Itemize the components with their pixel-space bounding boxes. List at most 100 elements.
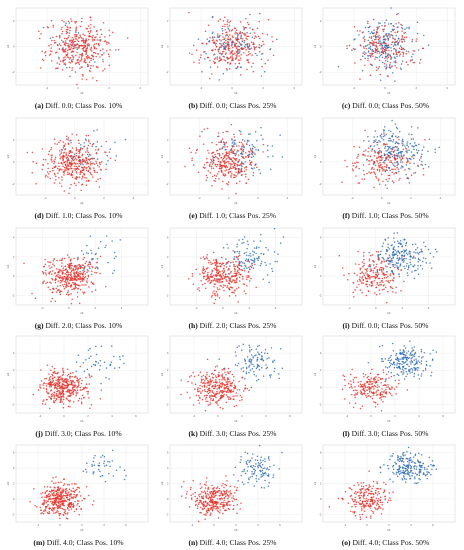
negative-class-point [71,384,74,386]
positive-class-point [388,32,390,35]
negative-class-point [385,280,387,282]
x-tick-label: 4 [418,414,420,418]
negative-class-point [375,177,378,179]
negative-class-point [226,382,228,384]
positive-class-point [85,252,88,254]
negative-class-point [235,167,238,170]
negative-class-point [62,163,64,165]
negative-class-point [219,406,221,409]
y-tick-label: 2 [320,255,322,259]
positive-class-point [372,50,375,53]
negative-class-point [224,53,227,55]
negative-class-point [69,57,72,59]
negative-class-point [244,175,247,178]
positive-class-point [374,38,376,41]
negative-class-point [76,392,79,394]
negative-class-point [237,40,239,43]
negative-class-point [388,49,390,52]
negative-class-point [67,36,70,39]
positive-class-point [248,344,250,347]
negative-class-point [221,389,224,392]
negative-class-point [71,281,74,284]
negative-class-point [50,385,52,388]
negative-class-point [226,385,228,388]
negative-class-point [83,276,86,279]
negative-class-point [62,269,64,272]
negative-class-point [59,386,62,389]
negative-class-point [371,50,373,52]
positive-class-point [253,251,255,253]
negative-class-point [58,48,61,50]
positive-class-point [222,72,225,75]
negative-class-point [90,35,92,38]
negative-class-point [74,157,77,159]
negative-class-point [373,280,375,282]
negative-class-point [220,275,222,277]
negative-class-point [199,56,202,59]
negative-class-point [391,279,394,281]
positive-class-point [248,133,250,135]
positive-class-point [229,265,231,267]
negative-class-point [89,70,91,73]
negative-class-point [37,389,40,391]
negative-class-point [51,156,53,159]
negative-class-point [216,293,219,295]
negative-class-point [104,151,106,153]
negative-class-point [223,265,225,267]
negative-class-point [374,47,377,50]
x-axis-label: x1 [234,311,238,315]
negative-class-point [227,183,229,186]
negative-class-point [217,135,219,138]
negative-class-point [217,373,219,376]
negative-class-point [383,260,386,263]
negative-class-point [50,397,52,400]
negative-class-point [382,395,385,398]
negative-class-point [366,280,369,282]
negative-class-point [246,276,248,279]
negative-class-point [238,280,241,282]
negative-class-point [383,288,385,290]
negative-class-point [368,258,371,260]
positive-class-point [258,344,260,347]
negative-class-point [215,260,217,262]
negative-class-point [224,162,227,164]
negative-class-point [68,285,70,288]
negative-class-point [57,396,59,398]
negative-class-point [61,169,63,171]
positive-class-point [396,157,399,159]
negative-class-point [367,22,369,25]
negative-class-point [65,378,67,380]
negative-class-point [61,26,63,29]
negative-class-point [56,285,59,287]
positive-class-point [401,256,403,258]
positive-class-point [394,60,397,62]
positive-class-point [99,240,102,243]
negative-class-point [70,262,72,264]
negative-class-point [63,166,66,169]
negative-class-point [89,16,91,18]
negative-class-point [45,383,47,385]
negative-class-point [73,257,75,260]
positive-class-point [384,170,387,173]
negative-class-point [238,276,241,279]
negative-class-point [53,383,55,386]
negative-class-point [77,61,80,64]
positive-class-point [233,143,235,146]
positive-class-point [82,169,85,171]
positive-class-point [262,375,265,377]
negative-class-point [241,163,243,165]
negative-class-point [86,277,89,280]
negative-class-point [368,43,371,45]
negative-class-point [200,392,202,395]
negative-class-point [90,157,93,160]
negative-class-point [204,167,206,169]
negative-class-point [40,33,42,35]
negative-class-point [394,157,397,160]
negative-class-point [366,172,368,175]
positive-class-point [80,265,82,268]
negative-class-point [262,151,264,153]
negative-class-point [207,379,209,382]
positive-class-point [100,382,102,385]
positive-class-point [237,52,239,54]
negative-class-point [64,143,66,145]
